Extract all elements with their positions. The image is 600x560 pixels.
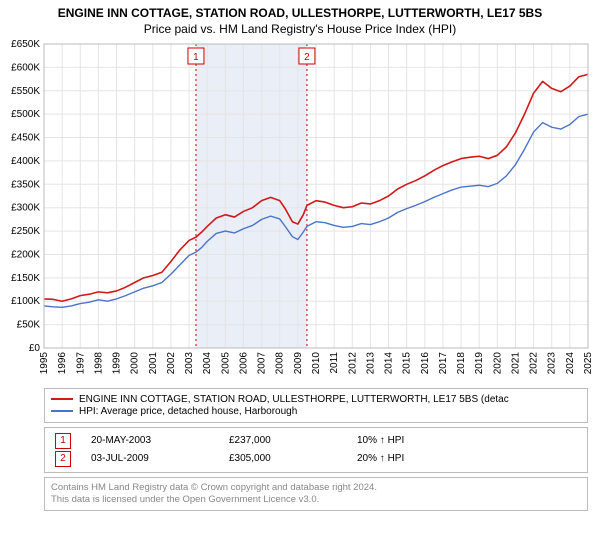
svg-text:£550K: £550K xyxy=(11,85,40,96)
svg-text:£200K: £200K xyxy=(11,249,40,260)
svg-text:1995: 1995 xyxy=(39,351,50,374)
legend-swatch xyxy=(51,398,73,400)
price-chart: £0£50K£100K£150K£200K£250K£300K£350K£400… xyxy=(0,40,600,384)
svg-text:2021: 2021 xyxy=(510,351,521,374)
svg-text:2: 2 xyxy=(304,52,310,63)
svg-text:2016: 2016 xyxy=(420,351,431,374)
svg-text:£350K: £350K xyxy=(11,179,40,190)
svg-text:£400K: £400K xyxy=(11,156,40,167)
svg-text:£600K: £600K xyxy=(11,62,40,73)
events-table: 120-MAY-2003£237,00010% ↑ HPI203-JUL-200… xyxy=(44,427,588,473)
legend-item: ENGINE INN COTTAGE, STATION ROAD, ULLEST… xyxy=(51,394,581,405)
svg-text:1996: 1996 xyxy=(57,351,68,374)
svg-text:2023: 2023 xyxy=(547,351,558,374)
svg-text:2005: 2005 xyxy=(220,351,231,374)
svg-text:£100K: £100K xyxy=(11,296,40,307)
svg-text:2010: 2010 xyxy=(311,351,322,374)
svg-text:2012: 2012 xyxy=(347,351,358,374)
svg-text:2013: 2013 xyxy=(365,351,376,374)
svg-text:2000: 2000 xyxy=(130,351,141,374)
event-row: 120-MAY-2003£237,00010% ↑ HPI xyxy=(51,432,581,450)
legend-label: HPI: Average price, detached house, Harb… xyxy=(79,406,297,417)
svg-text:2002: 2002 xyxy=(166,351,177,374)
svg-text:2001: 2001 xyxy=(148,351,159,374)
svg-text:2015: 2015 xyxy=(402,351,413,374)
svg-text:2011: 2011 xyxy=(329,351,340,373)
svg-text:2017: 2017 xyxy=(438,351,449,374)
svg-text:2007: 2007 xyxy=(257,351,268,374)
svg-text:£650K: £650K xyxy=(11,40,40,50)
chart-title: ENGINE INN COTTAGE, STATION ROAD, ULLEST… xyxy=(0,0,600,22)
legend: ENGINE INN COTTAGE, STATION ROAD, ULLEST… xyxy=(44,388,588,423)
svg-text:1: 1 xyxy=(193,52,199,63)
svg-text:2006: 2006 xyxy=(238,351,249,374)
legend-label: ENGINE INN COTTAGE, STATION ROAD, ULLEST… xyxy=(79,394,509,405)
svg-text:2014: 2014 xyxy=(384,351,395,374)
svg-text:2003: 2003 xyxy=(184,351,195,374)
svg-text:2009: 2009 xyxy=(293,351,304,374)
svg-text:2024: 2024 xyxy=(565,351,576,374)
svg-text:£150K: £150K xyxy=(11,272,40,283)
svg-text:£250K: £250K xyxy=(11,226,40,237)
svg-text:£500K: £500K xyxy=(11,109,40,120)
svg-text:2022: 2022 xyxy=(529,351,540,374)
legend-item: HPI: Average price, detached house, Harb… xyxy=(51,406,581,417)
svg-text:1999: 1999 xyxy=(112,351,123,374)
attribution: Contains HM Land Registry data © Crown c… xyxy=(44,477,588,512)
event-row: 203-JUL-2009£305,00020% ↑ HPI xyxy=(51,450,581,468)
svg-text:1998: 1998 xyxy=(93,351,104,374)
svg-text:2008: 2008 xyxy=(275,351,286,374)
svg-text:2019: 2019 xyxy=(474,351,485,374)
svg-text:2018: 2018 xyxy=(456,351,467,374)
svg-text:1997: 1997 xyxy=(75,351,86,374)
svg-text:2025: 2025 xyxy=(583,351,594,374)
svg-text:2004: 2004 xyxy=(202,351,213,374)
chart-subtitle: Price paid vs. HM Land Registry's House … xyxy=(0,22,600,40)
legend-swatch xyxy=(51,410,73,412)
svg-text:£450K: £450K xyxy=(11,132,40,143)
svg-text:£50K: £50K xyxy=(17,319,41,330)
svg-text:2020: 2020 xyxy=(492,351,503,374)
svg-text:£300K: £300K xyxy=(11,202,40,213)
